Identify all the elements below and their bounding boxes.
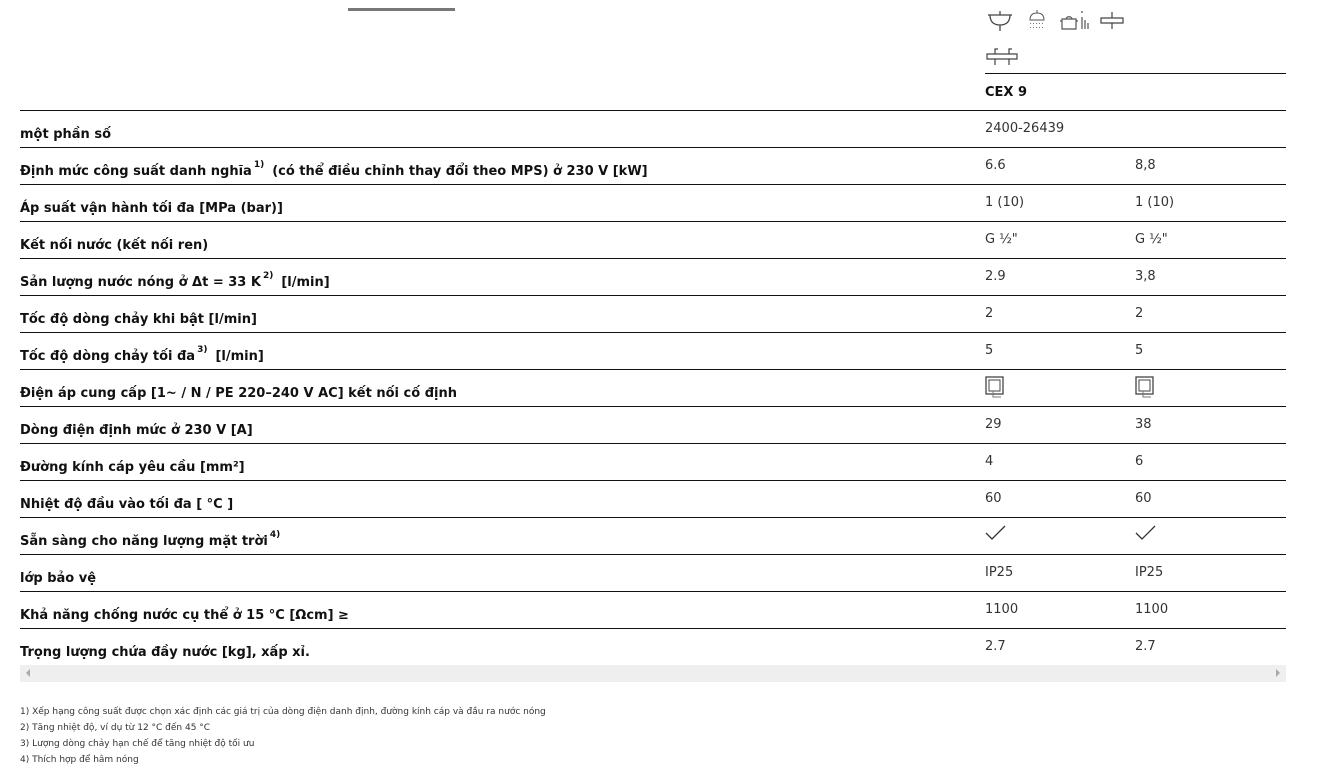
table-row: Định mức công suất danh nghĩa 1) (có thể đ… bbox=[20, 148, 1286, 185]
value-col-1: 29 bbox=[985, 417, 1002, 432]
row-label: lớp bảo vệ bbox=[20, 571, 96, 586]
label-text: Tốc độ dòng chảy khi bật [l/min] bbox=[20, 312, 257, 327]
table-row: lớp bảo vệ IP25 IP25 bbox=[20, 555, 1286, 592]
label-text: Kết nối nước (kết nối ren) bbox=[20, 238, 209, 253]
fixed-connection-icon bbox=[985, 376, 1005, 400]
label-text: Điện áp cung cấp [1~ / N / PE 220–240 V … bbox=[20, 386, 457, 401]
table-row: Sản lượng nước nóng ở Δt = 33 K 2) [l/min]… bbox=[20, 259, 1286, 296]
footnote-ref: 4) bbox=[269, 530, 281, 540]
value-col-2: 6 bbox=[1135, 454, 1144, 469]
value-col-2: 60 bbox=[1135, 491, 1152, 506]
checkmark-icon bbox=[1135, 525, 1157, 542]
label-text: Tốc độ dòng chảy tối đa bbox=[20, 349, 196, 364]
value-col-2: 38 bbox=[1135, 417, 1152, 432]
row-label: Áp suất vận hành tối đa [MPa (bar)] bbox=[20, 201, 283, 216]
horizontal-scrollbar[interactable] bbox=[20, 665, 1286, 682]
label-text: Nhiệt độ đầu vào tối đa [ °C ] bbox=[20, 497, 234, 512]
value-col-1: 1100 bbox=[985, 602, 1019, 617]
table-row: Khả năng chống nước cụ thể ở 15 °C [Ωcm]… bbox=[20, 592, 1286, 629]
value-col-1: IP25 bbox=[985, 565, 1014, 580]
value-col-2: 2.7 bbox=[1135, 639, 1156, 654]
row-label: Sản lượng nước nóng ở Δt = 33 K 2) [l/min] bbox=[20, 271, 330, 290]
row-label: Tốc độ dòng chảy khi bật [l/min] bbox=[20, 312, 257, 327]
double-sink-icon bbox=[986, 48, 1018, 65]
footnote: 2) Tăng nhiệt độ, ví dụ từ 12 °C đến 45 … bbox=[20, 723, 211, 733]
footnote: 4) Thích hợp để hâm nóng bbox=[20, 755, 139, 765]
label-suffix: (có thể điều chỉnh thay đổi theo MPS) ở … bbox=[272, 164, 648, 179]
label-text: Định mức công suất danh nghĩa bbox=[20, 164, 252, 179]
value-col-1: 2.7 bbox=[985, 639, 1006, 654]
table-row: Tốc độ dòng chảy tối đa 3) [l/min] 5 5 bbox=[20, 333, 1286, 370]
table-row: Điện áp cung cấp [1~ / N / PE 220–240 V … bbox=[20, 370, 1286, 407]
row-label: Định mức công suất danh nghĩa 1) (có thể đ… bbox=[20, 160, 648, 179]
table-row: Áp suất vận hành tối đa [MPa (bar)] 1 (10… bbox=[20, 185, 1286, 222]
label-text: Dòng điện định mức ở 230 V [A] bbox=[20, 423, 253, 438]
label-text: Đường kính cáp yêu cầu [mm²] bbox=[20, 460, 245, 475]
model-name: CEX 9 bbox=[985, 85, 1028, 100]
value-col-1: 6.6 bbox=[985, 158, 1006, 173]
value-col-1: 4 bbox=[985, 454, 994, 469]
footnotes: 1) Xếp hạng công suất được chọn xác định… bbox=[20, 704, 546, 768]
footnote: 1) Xếp hạng công suất được chọn xác định… bbox=[20, 707, 546, 717]
kitchen-pot-icon bbox=[1060, 11, 1089, 30]
value-col-2: 1 (10) bbox=[1135, 195, 1175, 210]
header-divider bbox=[985, 73, 1286, 74]
table-row: Tốc độ dòng chảy khi bật [l/min] 2 2 bbox=[20, 296, 1286, 333]
footnote-ref: 2) bbox=[262, 271, 274, 281]
table-row: Kết nối nước (kết nối ren) G ½" G ½" bbox=[20, 222, 1286, 259]
washbasin-icon bbox=[988, 11, 1012, 31]
footnote-ref: 1) bbox=[253, 160, 265, 170]
row-label: Tốc độ dòng chảy tối đa 3) [l/min] bbox=[20, 345, 264, 364]
shower-icon bbox=[1029, 10, 1045, 28]
table-row: một phần số 2400-26439 bbox=[20, 111, 1286, 148]
value-col-1: 5 bbox=[985, 343, 994, 358]
value-col-2: 3,8 bbox=[1135, 269, 1156, 284]
table-row: Đường kính cáp yêu cầu [mm²] 4 6 bbox=[20, 444, 1286, 481]
value-col-2: 1100 bbox=[1135, 602, 1169, 617]
label-text: một phần số bbox=[20, 127, 111, 142]
row-label: Đường kính cáp yêu cầu [mm²] bbox=[20, 460, 245, 475]
value-col-2: G ½" bbox=[1135, 232, 1168, 247]
scroll-right-arrow-icon[interactable] bbox=[1276, 669, 1280, 677]
row-label: Điện áp cung cấp [1~ / N / PE 220–240 V … bbox=[20, 386, 457, 401]
row-label: một phần số bbox=[20, 127, 111, 142]
label-text: Sản lượng nước nóng ở Δt = 33 K bbox=[20, 275, 261, 290]
label-text: Áp suất vận hành tối đa [MPa (bar)] bbox=[20, 201, 283, 216]
row-label: Khả năng chống nước cụ thể ở 15 °C [Ωcm]… bbox=[20, 608, 349, 623]
footnote: 3) Lượng dòng chảy hạn chế để tăng nhiệt… bbox=[20, 739, 255, 749]
row-label: Sẵn sàng cho năng lượng mặt trời 4) bbox=[20, 530, 288, 549]
value-col-2: 8,8 bbox=[1135, 158, 1156, 173]
scroll-left-arrow-icon[interactable] bbox=[26, 669, 30, 677]
value-col-2: IP25 bbox=[1135, 565, 1164, 580]
table-row: Trọng lượng chứa đầy nước [kg], xấp xỉ. 2… bbox=[20, 629, 1286, 666]
label-text: Khả năng chống nước cụ thể ở 15 °C [Ωcm]… bbox=[20, 608, 349, 623]
row-label: Dòng điện định mức ở 230 V [A] bbox=[20, 423, 253, 438]
footnote-ref: 3) bbox=[197, 345, 208, 355]
value-col-1: 1 (10) bbox=[985, 195, 1025, 210]
label-suffix: [l/min] bbox=[215, 349, 264, 364]
label-text: lớp bảo vệ bbox=[20, 571, 97, 586]
value-col-1: 2400-26439 bbox=[985, 121, 1065, 136]
value-col-1: 60 bbox=[985, 491, 1002, 506]
row-label: Nhiệt độ đầu vào tối đa [ °C ] bbox=[20, 497, 233, 512]
table-row: Dòng điện định mức ở 230 V [A] 29 38 bbox=[20, 407, 1286, 444]
value-col-1: 2.9 bbox=[985, 269, 1006, 284]
application-icons bbox=[985, 8, 1145, 68]
fixed-connection-icon bbox=[1135, 376, 1155, 400]
value-col-2: 5 bbox=[1135, 343, 1144, 358]
value-col-1: G ½" bbox=[985, 232, 1018, 247]
label-text: Sẵn sàng cho năng lượng mặt trời bbox=[20, 534, 268, 549]
tab-indicator bbox=[348, 8, 455, 11]
sink-icon bbox=[1100, 12, 1124, 29]
row-label: Trọng lượng chứa đầy nước [kg], xấp xỉ. bbox=[20, 645, 310, 660]
checkmark-icon bbox=[985, 525, 1007, 542]
label-suffix: [l/min] bbox=[281, 275, 330, 290]
spec-table: một phần số 2400-26439 Định mức công suất … bbox=[20, 110, 1286, 666]
value-col-2: 2 bbox=[1135, 306, 1144, 321]
value-col-1: 2 bbox=[985, 306, 994, 321]
label-text: Trọng lượng chứa đầy nước [kg], xấp xỉ. bbox=[20, 645, 310, 660]
row-label: Kết nối nước (kết nối ren) bbox=[20, 238, 208, 253]
table-row: Nhiệt độ đầu vào tối đa [ °C ] 60 60 bbox=[20, 481, 1286, 518]
table-row: Sẵn sàng cho năng lượng mặt trời 4) bbox=[20, 518, 1286, 555]
